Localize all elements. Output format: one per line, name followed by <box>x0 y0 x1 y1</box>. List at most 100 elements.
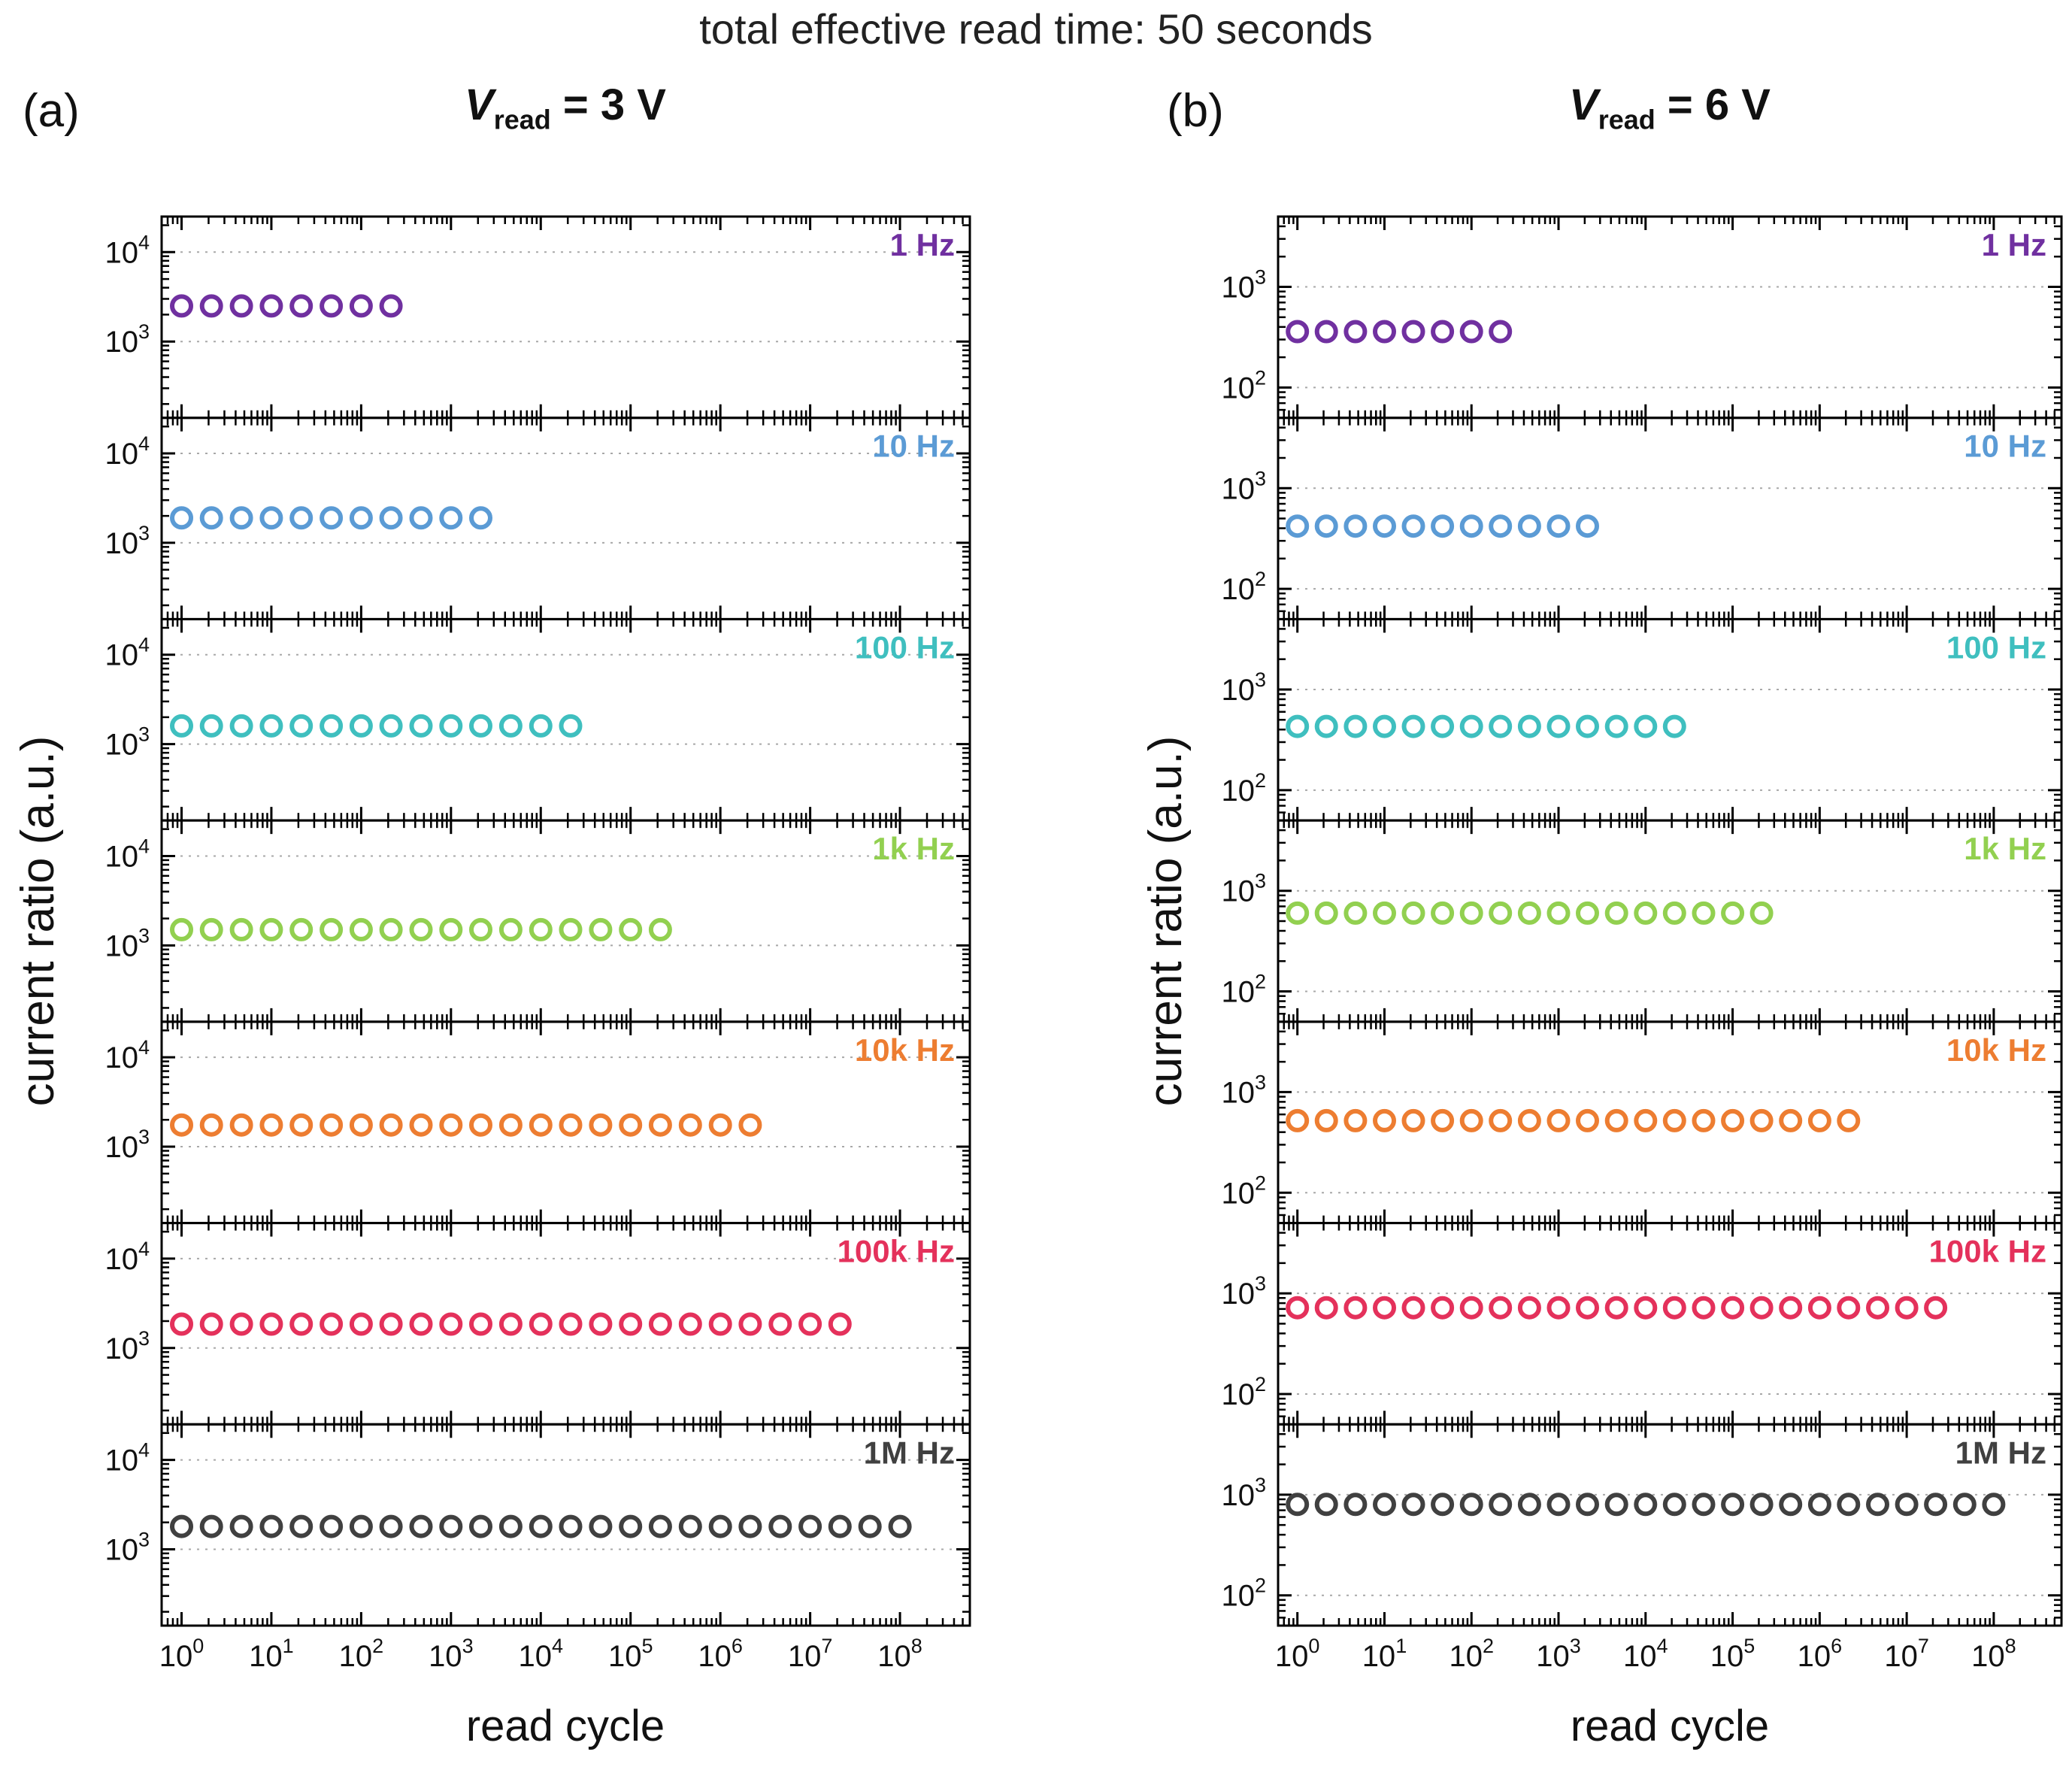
series-1-Hz <box>170 294 403 318</box>
data-point <box>409 1312 433 1336</box>
freq-label: 1k Hz <box>1964 831 2046 866</box>
data-point <box>469 1113 492 1137</box>
data-point <box>289 1312 314 1336</box>
data-point <box>379 294 403 318</box>
data-point <box>469 714 492 738</box>
data-point <box>1459 1296 1483 1320</box>
series-1-Hz <box>1286 320 1513 344</box>
data-point <box>1343 901 1368 925</box>
data-point <box>1373 514 1396 538</box>
data-point <box>469 1312 492 1336</box>
tick-label: 103 <box>1221 1272 1266 1311</box>
data-point <box>589 1312 613 1336</box>
data-point <box>1373 1296 1396 1320</box>
series-1k-Hz <box>170 917 672 941</box>
data-point <box>1401 714 1425 738</box>
data-point <box>1634 1493 1658 1517</box>
data-point <box>1749 1493 1774 1517</box>
tick-label: 102 <box>1221 366 1266 405</box>
data-point <box>1982 1493 2006 1517</box>
data-point <box>529 1514 553 1538</box>
data-point <box>1662 1493 1686 1517</box>
data-point <box>1401 320 1425 344</box>
tick-label: 102 <box>1449 1635 1494 1673</box>
data-point <box>559 714 583 738</box>
subplot-frame <box>160 215 971 420</box>
freq-label: 1M Hz <box>1955 1435 2046 1470</box>
vread-symbol-b: V <box>1569 80 1598 129</box>
data-point <box>1692 1493 1716 1517</box>
data-point <box>1924 1296 1948 1320</box>
data-point <box>1431 1493 1455 1517</box>
data-point <box>1431 514 1455 538</box>
tick-label: 102 <box>1221 1171 1266 1210</box>
data-point <box>1286 320 1310 344</box>
tick-label: 107 <box>1884 1635 1929 1673</box>
data-point <box>259 714 283 738</box>
data-point <box>469 1514 492 1538</box>
data-point <box>1401 901 1425 925</box>
data-point <box>828 1514 852 1538</box>
subplot-a-6: 103 104 1M Hz <box>105 1423 971 1627</box>
data-point <box>1459 514 1483 538</box>
data-point <box>229 917 253 941</box>
tick-label: 102 <box>1221 568 1266 606</box>
data-point <box>1286 901 1310 925</box>
data-point <box>1837 1108 1861 1132</box>
data-point <box>1662 1108 1686 1132</box>
data-point <box>1286 1108 1310 1132</box>
tick-label: 104 <box>105 1439 150 1478</box>
data-point <box>199 1312 223 1336</box>
freq-label: 100 Hz <box>1946 629 2046 665</box>
data-point <box>559 1113 583 1137</box>
panel-a-label: (a) <box>23 85 80 137</box>
data-point <box>1459 320 1483 344</box>
data-point <box>1866 1296 1889 1320</box>
data-point <box>289 714 314 738</box>
data-point <box>1343 1108 1368 1132</box>
data-point <box>1431 714 1455 738</box>
data-point <box>229 1113 253 1137</box>
tick-label: 103 <box>105 320 150 359</box>
data-point <box>678 1514 702 1538</box>
x-axis-label-a: read cycle <box>465 1702 665 1750</box>
data-point <box>1517 714 1541 738</box>
data-point <box>1286 514 1310 538</box>
data-point <box>1401 514 1425 538</box>
data-point <box>409 506 433 530</box>
tick-label: 104 <box>1623 1635 1668 1673</box>
data-point <box>678 1312 702 1336</box>
data-point <box>229 294 253 318</box>
data-point <box>259 1113 283 1137</box>
data-point <box>798 1514 822 1538</box>
tick-label: 100 <box>159 1635 204 1673</box>
freq-label: 1M Hz <box>864 1435 955 1470</box>
data-point <box>1692 901 1716 925</box>
data-point <box>1662 1296 1686 1320</box>
data-point <box>1895 1493 1919 1517</box>
data-point <box>1952 1493 1977 1517</box>
subplot-b-1: 102 103 10 Hz <box>1221 417 2063 620</box>
data-point <box>1721 1108 1745 1132</box>
data-point <box>1401 1296 1425 1320</box>
data-point <box>1431 1108 1455 1132</box>
data-point <box>1431 1296 1455 1320</box>
data-point <box>1489 320 1513 344</box>
data-point <box>648 1312 672 1336</box>
vread-symbol-a: V <box>465 80 494 129</box>
tick-label: 100 <box>1275 1635 1320 1673</box>
data-point <box>1343 714 1368 738</box>
data-point <box>1286 1493 1310 1517</box>
freq-label: 1 Hz <box>890 227 955 262</box>
data-point <box>199 1514 223 1538</box>
tick-label: 104 <box>105 231 150 269</box>
data-point <box>529 714 553 738</box>
data-point <box>199 714 223 738</box>
tick-label: 103 <box>105 522 150 560</box>
data-point <box>738 1312 762 1336</box>
data-point <box>798 1312 822 1336</box>
data-point <box>1837 1296 1861 1320</box>
subplot-a-5: 103 104 100k Hz <box>105 1222 971 1426</box>
panel-a-title: Vread = 3 V <box>340 80 791 136</box>
